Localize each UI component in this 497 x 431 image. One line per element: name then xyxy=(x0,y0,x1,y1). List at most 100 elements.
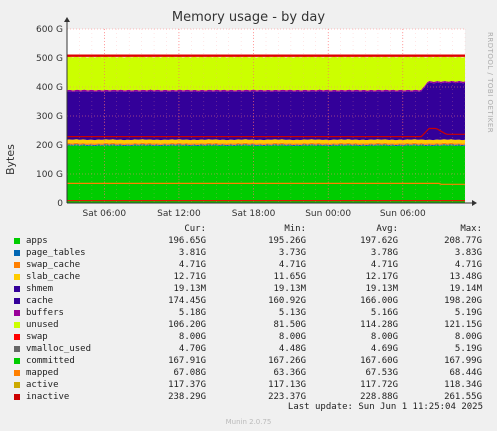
legend-max: 118.34G xyxy=(444,380,482,390)
legend-cur: 196.65G xyxy=(168,236,206,246)
legend-name: mapped xyxy=(26,368,59,378)
legend-min: 5.13G xyxy=(278,308,306,318)
legend-cur: 106.20G xyxy=(168,320,206,330)
x-tick-label: Sat 12:00 xyxy=(157,209,201,219)
legend-row-buffers: buffers 5.18G 5.13G 5.16G 5.19G xyxy=(12,307,490,319)
legend-cur: 3.81G xyxy=(178,248,206,258)
legend-max: 19.14M xyxy=(449,284,482,294)
legend-avg: 3.78G xyxy=(370,248,398,258)
legend-row-committed: committed 167.91G 167.26G 167.60G 167.99G xyxy=(12,355,490,367)
legend-min: 167.26G xyxy=(268,356,306,366)
legend-avg: 12.17G xyxy=(365,272,398,282)
x-tick-label: Sat 06:00 xyxy=(83,209,127,219)
legend-min: 8.00G xyxy=(278,332,306,342)
legend-cur: 5.18G xyxy=(178,308,206,318)
legend-max: 13.48G xyxy=(449,272,482,282)
legend-max: 3.83G xyxy=(454,248,482,258)
x-tick-label: Sat 18:00 xyxy=(232,209,276,219)
legend-avg: 117.72G xyxy=(360,380,398,390)
legend-max: 121.15G xyxy=(444,320,482,330)
legend-swatch xyxy=(14,250,20,256)
legend-row-swap-cache: swap_cache 4.71G 4.71G 4.71G 4.71G xyxy=(12,259,490,271)
legend-max: 68.44G xyxy=(449,368,482,378)
legend-avg: 228.88G xyxy=(360,392,398,402)
legend-max: 5.19G xyxy=(454,308,482,318)
legend-min: 195.26G xyxy=(268,236,306,246)
legend-cur: 19.13M xyxy=(173,284,206,294)
legend-swatch xyxy=(14,298,20,304)
legend-name: buffers xyxy=(26,308,64,318)
x-axis-arrow xyxy=(472,200,477,206)
legend-avg: 197.62G xyxy=(360,236,398,246)
y-tick-label: 400 G xyxy=(36,83,63,93)
legend-cur: 167.91G xyxy=(168,356,206,366)
legend-cur: 4.71G xyxy=(178,260,206,270)
legend-swatch xyxy=(14,394,20,400)
legend-cur: 174.45G xyxy=(168,296,206,306)
legend-swatch xyxy=(14,322,20,328)
rrdtool-credit: RRDTOOL / TOBI OETIKER xyxy=(486,32,494,134)
legend-avg: 8.00G xyxy=(370,332,398,342)
legend-max: 8.00G xyxy=(454,332,482,342)
legend-min: 11.65G xyxy=(273,272,306,282)
legend-swatch xyxy=(14,286,20,292)
legend-name: vmalloc_used xyxy=(26,344,92,354)
legend-avg: 19.13M xyxy=(365,284,398,294)
legend-max: 208.77G xyxy=(444,236,482,246)
legend-name: shmem xyxy=(26,284,54,294)
legend-avg: 166.00G xyxy=(360,296,398,306)
legend-avg: 67.53G xyxy=(365,368,398,378)
legend-max: 198.20G xyxy=(444,296,482,306)
legend-table: Cur: Min: Avg: Max: apps 196.65G 195.26G 19… xyxy=(12,223,490,403)
legend-row-unused: unused 106.20G 81.50G 114.28G 121.15G xyxy=(12,319,490,331)
legend-name: committed xyxy=(26,356,75,366)
legend-header-avg: Avg: xyxy=(376,224,398,234)
legend-max: 167.99G xyxy=(444,356,482,366)
legend-max: 261.55G xyxy=(444,392,482,402)
legend-name: unused xyxy=(26,320,59,330)
legend-name: inactive xyxy=(26,392,70,402)
legend-min: 117.13G xyxy=(268,380,306,390)
legend-row-active: active 117.37G 117.13G 117.72G 118.34G xyxy=(12,379,490,391)
legend-avg: 114.28G xyxy=(360,320,398,330)
munin-version: Munin 2.0.75 xyxy=(225,418,272,426)
legend-header-max: Max: xyxy=(460,224,482,234)
legend-swatch xyxy=(14,334,20,340)
legend-row-shmem: shmem 19.13M 19.13M 19.13M 19.14M xyxy=(12,283,490,295)
legend-header: Cur: Min: Avg: Max: xyxy=(12,223,490,235)
x-tick-label: Sun 06:00 xyxy=(380,209,426,219)
legend-min: 160.92G xyxy=(268,296,306,306)
legend-rows: apps 196.65G 195.26G 197.62G 208.77G page_tab… xyxy=(12,235,490,403)
legend-cur: 4.70G xyxy=(178,344,206,354)
legend-cur: 8.00G xyxy=(178,332,206,342)
legend-row-vmalloc-used: vmalloc_used 4.70G 4.48G 4.69G 5.19G xyxy=(12,343,490,355)
legend-avg: 167.60G xyxy=(360,356,398,366)
legend-min: 4.48G xyxy=(278,344,306,354)
legend-swatch xyxy=(14,358,20,364)
line-inactive xyxy=(67,127,465,138)
legend-name: page_tables xyxy=(26,248,86,258)
legend-row-swap: swap 8.00G 8.00G 8.00G 8.00G xyxy=(12,331,490,343)
legend-row-cache: cache 174.45G 160.92G 166.00G 198.20G xyxy=(12,295,490,307)
legend-row-mapped: mapped 67.08G 63.36G 67.53G 68.44G xyxy=(12,367,490,379)
y-axis-arrow xyxy=(64,17,70,22)
legend-swatch xyxy=(14,346,20,352)
legend-min: 63.36G xyxy=(273,368,306,378)
y-tick-label: 0 xyxy=(57,199,63,209)
legend-swatch xyxy=(14,382,20,388)
legend-name: swap_cache xyxy=(26,260,81,270)
y-tick-label: 600 G xyxy=(36,25,63,35)
legend-cur: 238.29G xyxy=(168,392,206,402)
area-buffers xyxy=(67,80,465,93)
legend-min: 19.13M xyxy=(273,284,306,294)
legend-cur: 67.08G xyxy=(173,368,206,378)
legend-row-inactive: inactive 238.29G 223.37G 228.88G 261.55G xyxy=(12,391,490,403)
legend-row-page-tables: page_tables 3.81G 3.73G 3.78G 3.83G xyxy=(12,247,490,259)
line-mapped xyxy=(67,182,465,185)
legend-max: 4.71G xyxy=(454,260,482,270)
legend-name: active xyxy=(26,380,59,390)
legend-swatch xyxy=(14,310,20,316)
y-tick-label: 100 G xyxy=(36,170,63,180)
legend-row-apps: apps 196.65G 195.26G 197.62G 208.77G xyxy=(12,235,490,247)
